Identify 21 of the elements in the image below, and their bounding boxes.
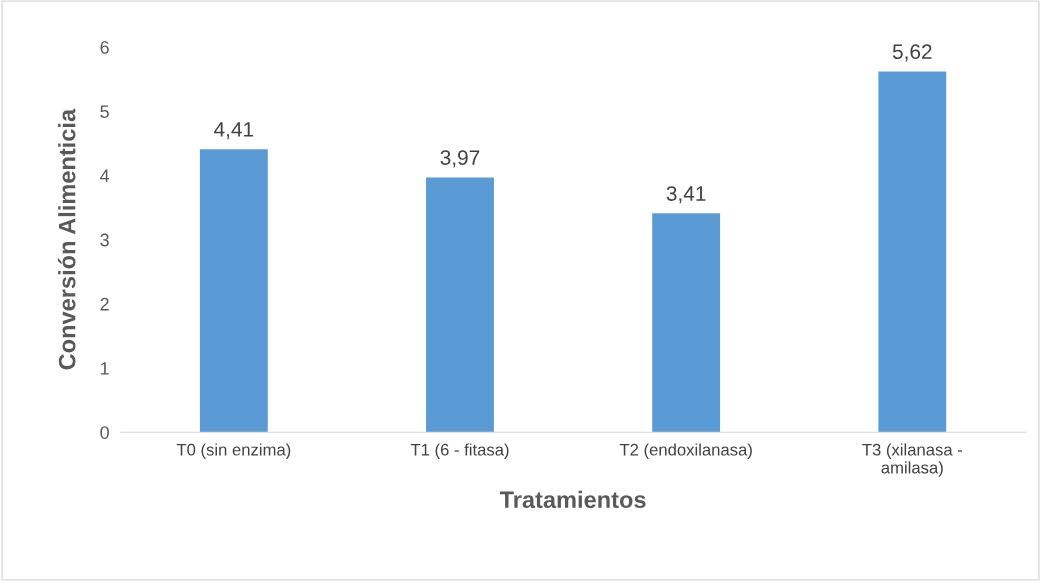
x-tick-label: T2 (endoxilanasa) [619,443,752,459]
data-label: 5,62 [892,44,932,62]
bar [199,149,268,433]
bar [652,213,721,433]
y-tick-label: 4 [100,169,110,182]
data-label: 3,41 [666,186,706,204]
bar [426,177,494,433]
data-label: 3,97 [440,150,480,168]
y-tick-label: 0 [100,426,109,439]
y-tick-label: 6 [100,41,109,54]
x-tick-label: T0 (sin enzima) [176,443,291,459]
y-tick-label: 2 [100,297,109,311]
data-label: 4,41 [214,122,254,140]
y-tick-label: 3 [100,233,109,247]
x-tick-label: T1 (6 - fitasa) [410,443,509,459]
y-tick-label: 5 [100,105,109,118]
y-axis-title: Conversión Alimenticia [57,108,76,370]
x-axis-title: Tratamientos [499,490,646,509]
bar [878,71,947,433]
y-tick-label: 1 [100,362,109,375]
x-tick-label: T3 (xilanasa - amilasa) [862,443,963,477]
